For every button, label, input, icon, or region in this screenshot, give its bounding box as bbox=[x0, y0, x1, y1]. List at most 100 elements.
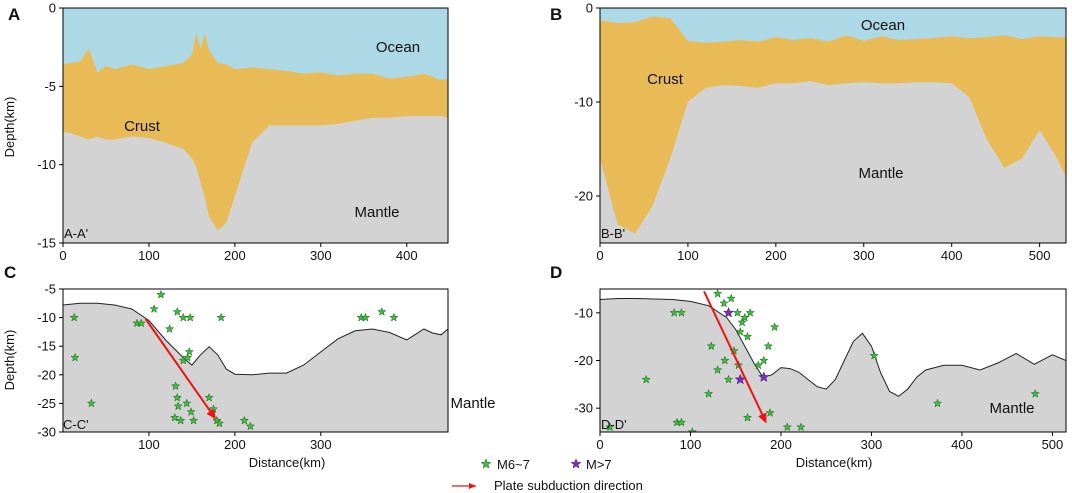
x-tick-label-d-3: 300 bbox=[861, 437, 883, 452]
ocean-label-b: Ocean bbox=[861, 17, 905, 34]
quake-m6-7-c-17 bbox=[173, 401, 183, 411]
quake-m6-7-d-26 bbox=[759, 355, 769, 365]
y-tick-label-b-1: -10 bbox=[574, 95, 593, 110]
x-tick-label-b-1: 100 bbox=[677, 248, 699, 263]
quake-m6-7-d-9 bbox=[712, 289, 723, 298]
panel-letter-d: D bbox=[550, 263, 562, 282]
y-tick-label-d-0: -10 bbox=[574, 305, 593, 320]
mantle-label-c: Mantle bbox=[450, 395, 495, 412]
quake-m6-7-c-14 bbox=[184, 346, 194, 356]
legend-label-arrow: Plate subduction direction bbox=[494, 478, 643, 493]
x-tick-label-a-2: 200 bbox=[224, 248, 246, 263]
x-tick-label-d-2: 200 bbox=[770, 437, 792, 452]
quake-m6-7-c-22 bbox=[188, 415, 199, 425]
frame-a bbox=[62, 7, 449, 244]
panel-b: 0 100 200 300 400 500 0 -10 -20 B B-B' Ocean Cru… bbox=[550, 1, 1067, 263]
ocean-label-a: Ocean bbox=[376, 39, 420, 56]
x-tick-label-c-2: 300 bbox=[310, 437, 332, 452]
quake-m6-7-c-23 bbox=[204, 392, 214, 402]
y-tick-label-a-1: -5 bbox=[44, 79, 56, 94]
quake-m6-7-c-26 bbox=[214, 418, 225, 428]
quake-m6-7-d-33 bbox=[932, 398, 943, 408]
x-axis-label-d: Distance(km) bbox=[796, 455, 873, 470]
x-tick-label-d-0: 0 bbox=[596, 437, 603, 452]
mantle-region-b bbox=[600, 81, 1066, 243]
quake-m6-7-c-1 bbox=[70, 352, 80, 362]
quake-m6-7-d-7 bbox=[703, 389, 714, 398]
subduction-arrow-d bbox=[703, 290, 764, 415]
quake-m6-7-c-2 bbox=[86, 398, 97, 408]
quake-m6-7-c-19 bbox=[176, 415, 186, 425]
quake-m6-7-d-18 bbox=[745, 307, 755, 317]
x-tick-label-b-5: 500 bbox=[1029, 248, 1051, 263]
y-tick-label-b-0: 0 bbox=[586, 1, 593, 16]
x-tick-label-a-3: 300 bbox=[310, 248, 332, 263]
panel-letter-b: B bbox=[550, 5, 562, 24]
quake-m6-7-d-24 bbox=[742, 412, 753, 422]
quake-m6-7-c-20 bbox=[182, 398, 192, 408]
quake-m6-7-d-20 bbox=[720, 355, 730, 365]
quake-m7-d-2 bbox=[758, 371, 770, 382]
y-tick-label-c-0: -5 bbox=[44, 282, 56, 297]
quake-m6-7-c-27 bbox=[239, 415, 249, 425]
subduction-arrow-head-d bbox=[758, 412, 767, 424]
quake-m6-7-c-28 bbox=[245, 421, 255, 431]
quake-m7-d-0 bbox=[722, 306, 735, 318]
legend-arrow-head-icon bbox=[469, 483, 476, 489]
quake-m6-7-d-27 bbox=[763, 341, 773, 351]
quake-m6-7-d-5 bbox=[676, 417, 687, 427]
y-axis-label-c: Depth(km) bbox=[2, 330, 17, 391]
quake-m6-7-d-31 bbox=[796, 422, 806, 432]
crust-label-b: Crust bbox=[647, 71, 684, 88]
x-tick-label-b-4: 400 bbox=[941, 248, 963, 263]
quake-m6-7-c-30 bbox=[360, 312, 371, 322]
quake-m6-7-c-8 bbox=[172, 306, 182, 316]
x-tick-label-d-1: 100 bbox=[680, 437, 702, 452]
legend-star-m7-icon bbox=[570, 458, 582, 469]
quake-m6-7-d-15 bbox=[737, 317, 747, 327]
quake-m6-7-d-30 bbox=[782, 422, 792, 432]
quake-m6-7-c-15 bbox=[170, 381, 181, 391]
quake-m6-7-d-10 bbox=[719, 298, 729, 308]
x-tick-label-a-0: 0 bbox=[59, 248, 66, 263]
y-tick-label-b-2: -20 bbox=[574, 189, 593, 204]
x-tick-label-b-3: 300 bbox=[853, 248, 875, 263]
x-tick-label-a-1: 100 bbox=[138, 248, 160, 263]
quake-m6-7-d-3 bbox=[676, 307, 687, 317]
y-tick-label-c-1: -10 bbox=[37, 310, 56, 325]
quake-m6-7-d-12 bbox=[726, 293, 736, 303]
y-tick-label-c-4: -25 bbox=[37, 396, 56, 411]
quake-m6-7-c-18 bbox=[170, 412, 180, 422]
quake-m6-7-c-5 bbox=[149, 304, 159, 313]
quake-m6-7-c-32 bbox=[389, 312, 399, 322]
quake-m6-7-c-4 bbox=[136, 318, 146, 328]
quake-m6-7-c-31 bbox=[377, 306, 387, 316]
surface-line-c bbox=[63, 302, 448, 376]
quake-m6-7-d-6 bbox=[687, 427, 697, 432]
mantle-label-a: Mantle bbox=[354, 204, 399, 221]
quake-m6-7-c-11 bbox=[216, 312, 226, 322]
quake-m6-7-c-21 bbox=[186, 407, 196, 417]
panel-c: 100 200 300 -5 -10 -15 -20 -25 -30 C C-C' Depth(… bbox=[2, 263, 496, 470]
quake-m6-7-d-13 bbox=[732, 307, 743, 317]
quake-m6-7-d-0 bbox=[605, 422, 615, 432]
x-tick-label-b-0: 0 bbox=[596, 248, 603, 263]
legend-label-m6-7: M6~7 bbox=[497, 457, 530, 472]
corner-label-c: C-C' bbox=[63, 417, 89, 432]
quake-m6-7-c-13 bbox=[182, 352, 193, 362]
quake-m6-7-c-16 bbox=[172, 392, 182, 402]
y-tick-label-d-1: -20 bbox=[574, 353, 593, 368]
legend-label-m7: M>7 bbox=[586, 457, 612, 472]
subduction-arrow-c bbox=[144, 318, 212, 412]
mantle-region-d bbox=[600, 298, 1066, 432]
x-tick-label-c-0: 100 bbox=[138, 437, 160, 452]
crust-label-a: Crust bbox=[124, 118, 161, 135]
quake-m6-7-d-14 bbox=[735, 326, 745, 336]
y-tick-label-a-0: 0 bbox=[49, 1, 56, 16]
corner-label-a: A-A' bbox=[64, 226, 88, 241]
quake-m6-7-d-17 bbox=[742, 331, 753, 341]
mantle-region-a bbox=[63, 116, 448, 243]
quake-m6-7-d-28 bbox=[765, 407, 775, 417]
panel-letter-c: C bbox=[4, 263, 16, 282]
